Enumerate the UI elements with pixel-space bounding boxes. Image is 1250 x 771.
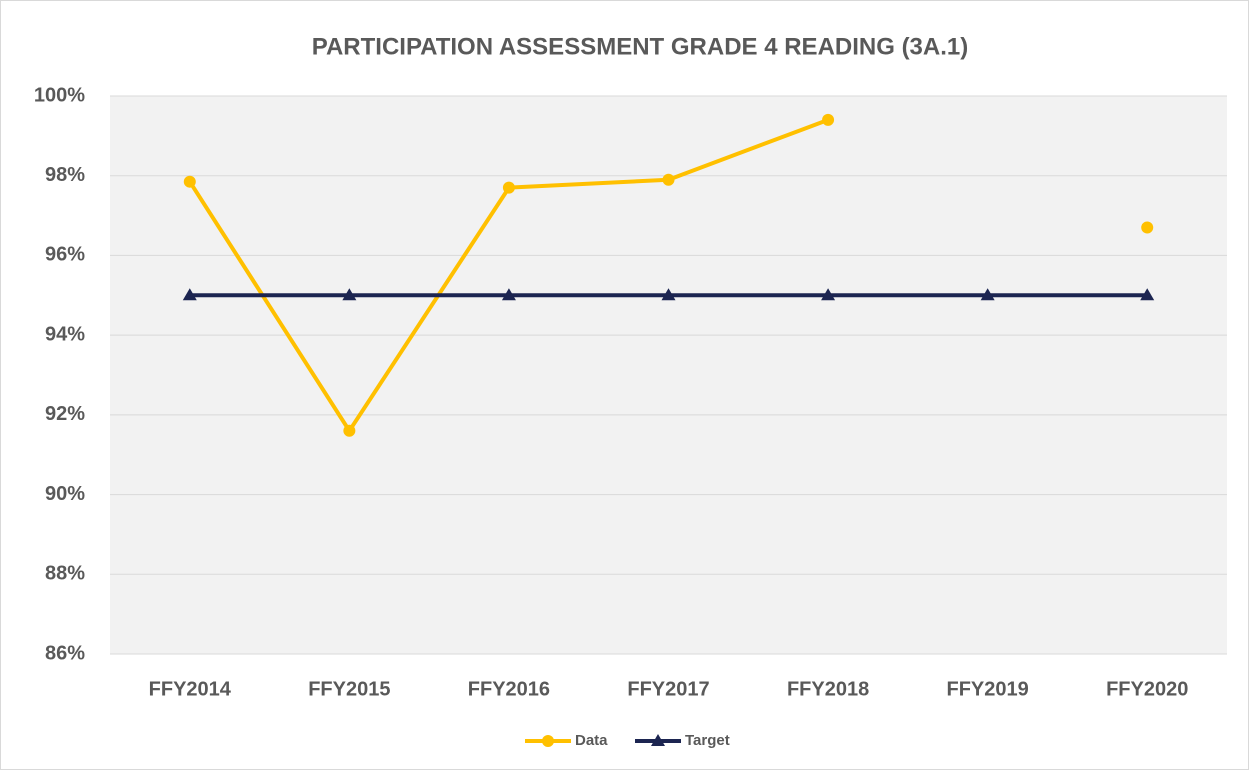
x-tick-label: FFY2018 bbox=[787, 678, 869, 700]
y-tick-label: 86% bbox=[45, 642, 85, 664]
y-tick-label: 92% bbox=[45, 403, 85, 425]
y-tick-label: 90% bbox=[45, 483, 85, 505]
data-point bbox=[821, 288, 836, 301]
data-point bbox=[662, 173, 675, 186]
chart-title: PARTICIPATION ASSESSMENT GRADE 4 READING… bbox=[312, 33, 969, 60]
y-tick-label: 88% bbox=[45, 563, 85, 585]
legend-marker bbox=[651, 734, 665, 746]
data-point bbox=[343, 424, 356, 437]
legend-marker bbox=[542, 735, 554, 747]
data-point bbox=[1141, 221, 1154, 234]
x-tick-label: FFY2014 bbox=[149, 678, 232, 700]
x-tick-label: FFY2019 bbox=[947, 678, 1029, 700]
data-point bbox=[342, 288, 357, 301]
data-point bbox=[502, 181, 515, 194]
x-tick-label: FFY2016 bbox=[468, 678, 550, 700]
data-point bbox=[980, 288, 995, 301]
legend-label: Target bbox=[685, 732, 730, 749]
data-point bbox=[182, 288, 197, 301]
y-tick-label: 100% bbox=[34, 84, 85, 106]
data-point bbox=[822, 113, 835, 126]
data-point bbox=[501, 288, 516, 301]
plot-area bbox=[110, 96, 1227, 654]
x-tick-label: FFY2020 bbox=[1106, 678, 1188, 700]
data-point bbox=[1140, 288, 1155, 301]
y-tick-label: 98% bbox=[45, 164, 85, 186]
y-tick-label: 94% bbox=[45, 323, 85, 345]
data-point bbox=[183, 175, 196, 188]
legend-label: Data bbox=[575, 732, 608, 749]
data-point bbox=[661, 288, 676, 301]
x-tick-label: FFY2015 bbox=[308, 678, 390, 700]
x-tick-label: FFY2017 bbox=[627, 678, 709, 700]
y-tick-label: 96% bbox=[45, 244, 85, 266]
